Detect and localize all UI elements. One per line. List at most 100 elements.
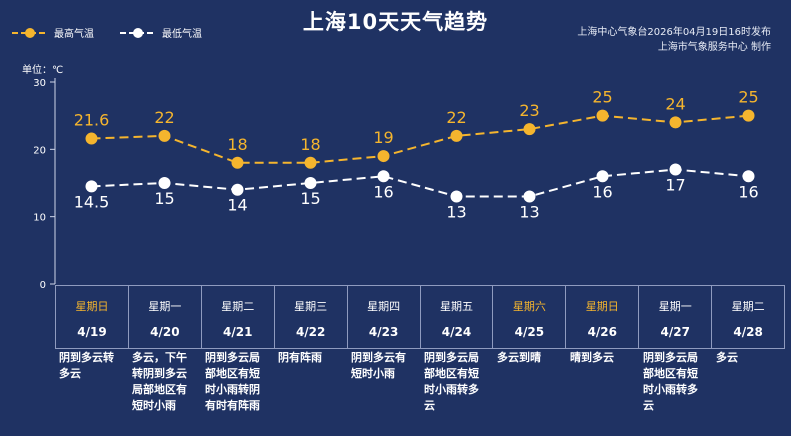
high-temp-label: 25 (592, 88, 612, 107)
weekday-label: 星期一 (148, 300, 182, 313)
low-temp-label: 16 (592, 182, 612, 201)
y-tick-label: 10 (33, 213, 46, 224)
date-label: 4/19 (77, 325, 107, 339)
high-temp-point (523, 123, 536, 136)
weekday-label: 星期二 (221, 300, 255, 313)
weekday-label: 星期日 (75, 300, 109, 313)
date-label: 4/27 (660, 325, 690, 339)
high-temp-label: 22 (446, 108, 466, 127)
day-column: 星期四 4/23 (346, 286, 420, 348)
y-tick-label: 30 (33, 78, 46, 89)
low-temp-point (231, 183, 244, 196)
low-temp-label: 15 (300, 189, 320, 208)
day-column: 星期五 4/24 (419, 286, 493, 348)
day-column: 星期一 4/27 (638, 286, 711, 348)
weekday-label: 星期一 (658, 300, 692, 313)
date-label: 4/28 (733, 325, 763, 339)
weather-description: 阴有阵雨 (278, 351, 322, 364)
high-temp-point (669, 116, 682, 129)
date-label: 4/26 (587, 325, 618, 339)
weather-description-row: 阴到多云转多云 多云，下午转阴到多云局部地区有短时小雨 阴到多云局部地区有短时小雨转… (55, 350, 785, 414)
low-temp-label: 13 (446, 202, 466, 221)
high-temp-label: 22 (154, 108, 174, 127)
low-temp-point (596, 170, 609, 183)
day-column: 星期日 4/26 (565, 286, 638, 348)
page-title: 上海10天天气趋势 (302, 10, 489, 34)
legend-high-swatch-icon (12, 27, 48, 38)
high-temp-point (377, 150, 390, 163)
date-label: 4/24 (441, 325, 472, 339)
day-column: 星期六 4/25 (492, 286, 565, 348)
day-column: 星期日 4/19 (55, 286, 128, 348)
y-tick-label: 20 (33, 145, 46, 156)
low-temp-point (304, 177, 317, 189)
date-label: 4/22 (295, 325, 326, 339)
weekday-label: 星期六 (512, 300, 546, 313)
publisher-info: 上海中心气象台2026年04月19日16时发布 上海市气象服务中心 制作 (577, 25, 771, 55)
high-temp-point (596, 109, 609, 122)
high-temp-label: 19 (373, 128, 393, 147)
low-temp-label: 14.5 (74, 192, 110, 211)
high-temp-point (231, 156, 244, 169)
low-temp-point (523, 190, 536, 203)
high-temp-label: 25 (738, 88, 758, 107)
day-table: 星期日 4/19 星期一 4/20 星期二 4/21 星期三 4/22 星期四 4/23 星期五 4/… (55, 285, 786, 349)
date-label: 4/21 (223, 325, 253, 339)
chart-legend: 最高气温 最低气温 (12, 25, 228, 40)
weather-description: 阴到多云有短时小雨 (351, 351, 406, 380)
low-temp-point (742, 170, 755, 183)
day-column: 星期一 4/20 (127, 286, 201, 348)
high-temp-point (85, 132, 98, 145)
high-temp-label: 24 (665, 94, 685, 113)
high-temp-label: 18 (227, 135, 247, 154)
unit-label: 单位：℃ (22, 65, 64, 76)
high-temp-line (91, 114, 749, 164)
high-temp-point (742, 109, 755, 122)
low-temp-point (158, 177, 171, 189)
weather-description: 阴到多云局部地区有短时小雨转多云 (643, 351, 698, 412)
publish-line: 上海中心气象台2026年04月19日16时发布 (577, 27, 771, 38)
day-column: 星期二 4/28 (711, 286, 786, 348)
low-temp-label: 15 (154, 189, 174, 208)
legend-high-label: 最高气温 (54, 29, 94, 40)
high-temp-point (304, 156, 317, 169)
low-temp-label: 16 (373, 182, 393, 201)
low-temp-label: 14 (227, 196, 247, 215)
high-temp-point (450, 129, 463, 142)
low-temp-line (91, 168, 749, 198)
low-temp-label: 13 (519, 202, 539, 221)
low-temp-point (669, 163, 682, 176)
weekday-label: 星期二 (731, 300, 765, 313)
legend-low-label: 最低气温 (162, 29, 202, 40)
weekday-label: 星期四 (367, 300, 401, 313)
legend-low-swatch-icon (120, 27, 156, 38)
low-temp-label: 16 (738, 182, 758, 201)
date-label: 4/23 (368, 325, 399, 339)
low-temp-point (377, 170, 390, 183)
temperature-chart: 0 10 20 30 21.6 22 18 18 19 22 23 25 24 25 14.5 15 14 15 1… (33, 78, 759, 291)
weather-description: 多云到晴 (497, 351, 541, 364)
high-temp-point (158, 129, 171, 142)
date-label: 4/20 (150, 325, 180, 339)
high-temp-label: 21.6 (74, 111, 110, 130)
weather-description: 多云 (716, 351, 738, 364)
legend-item-low: 最低气温 (120, 25, 202, 40)
producer-line: 上海市气象服务中心 制作 (657, 42, 771, 53)
y-tick-label: 0 (40, 280, 46, 291)
weather-description: 多云，下午转阴到多云局部地区有短时小雨 (132, 351, 187, 412)
legend-item-high: 最高气温 (12, 25, 94, 40)
high-temp-label: 23 (519, 101, 539, 120)
low-temp-point (85, 180, 98, 193)
day-column: 星期三 4/22 (273, 286, 347, 348)
low-temp-label: 17 (665, 176, 685, 195)
weather-description: 晴到多云 (570, 351, 614, 364)
day-column: 星期二 4/21 (200, 286, 274, 348)
date-label: 4/25 (514, 325, 545, 339)
weather-description: 阴到多云转多云 (59, 351, 114, 380)
high-temp-label: 18 (300, 135, 320, 154)
weather-description: 阴到多云局部地区有短时小雨转阴有时有阵雨 (205, 351, 260, 412)
low-temp-point (450, 190, 463, 203)
weekday-label: 星期三 (294, 300, 328, 313)
weather-description: 阴到多云局部地区有短时小雨转多云 (424, 351, 479, 412)
weekday-label: 星期日 (585, 300, 619, 313)
